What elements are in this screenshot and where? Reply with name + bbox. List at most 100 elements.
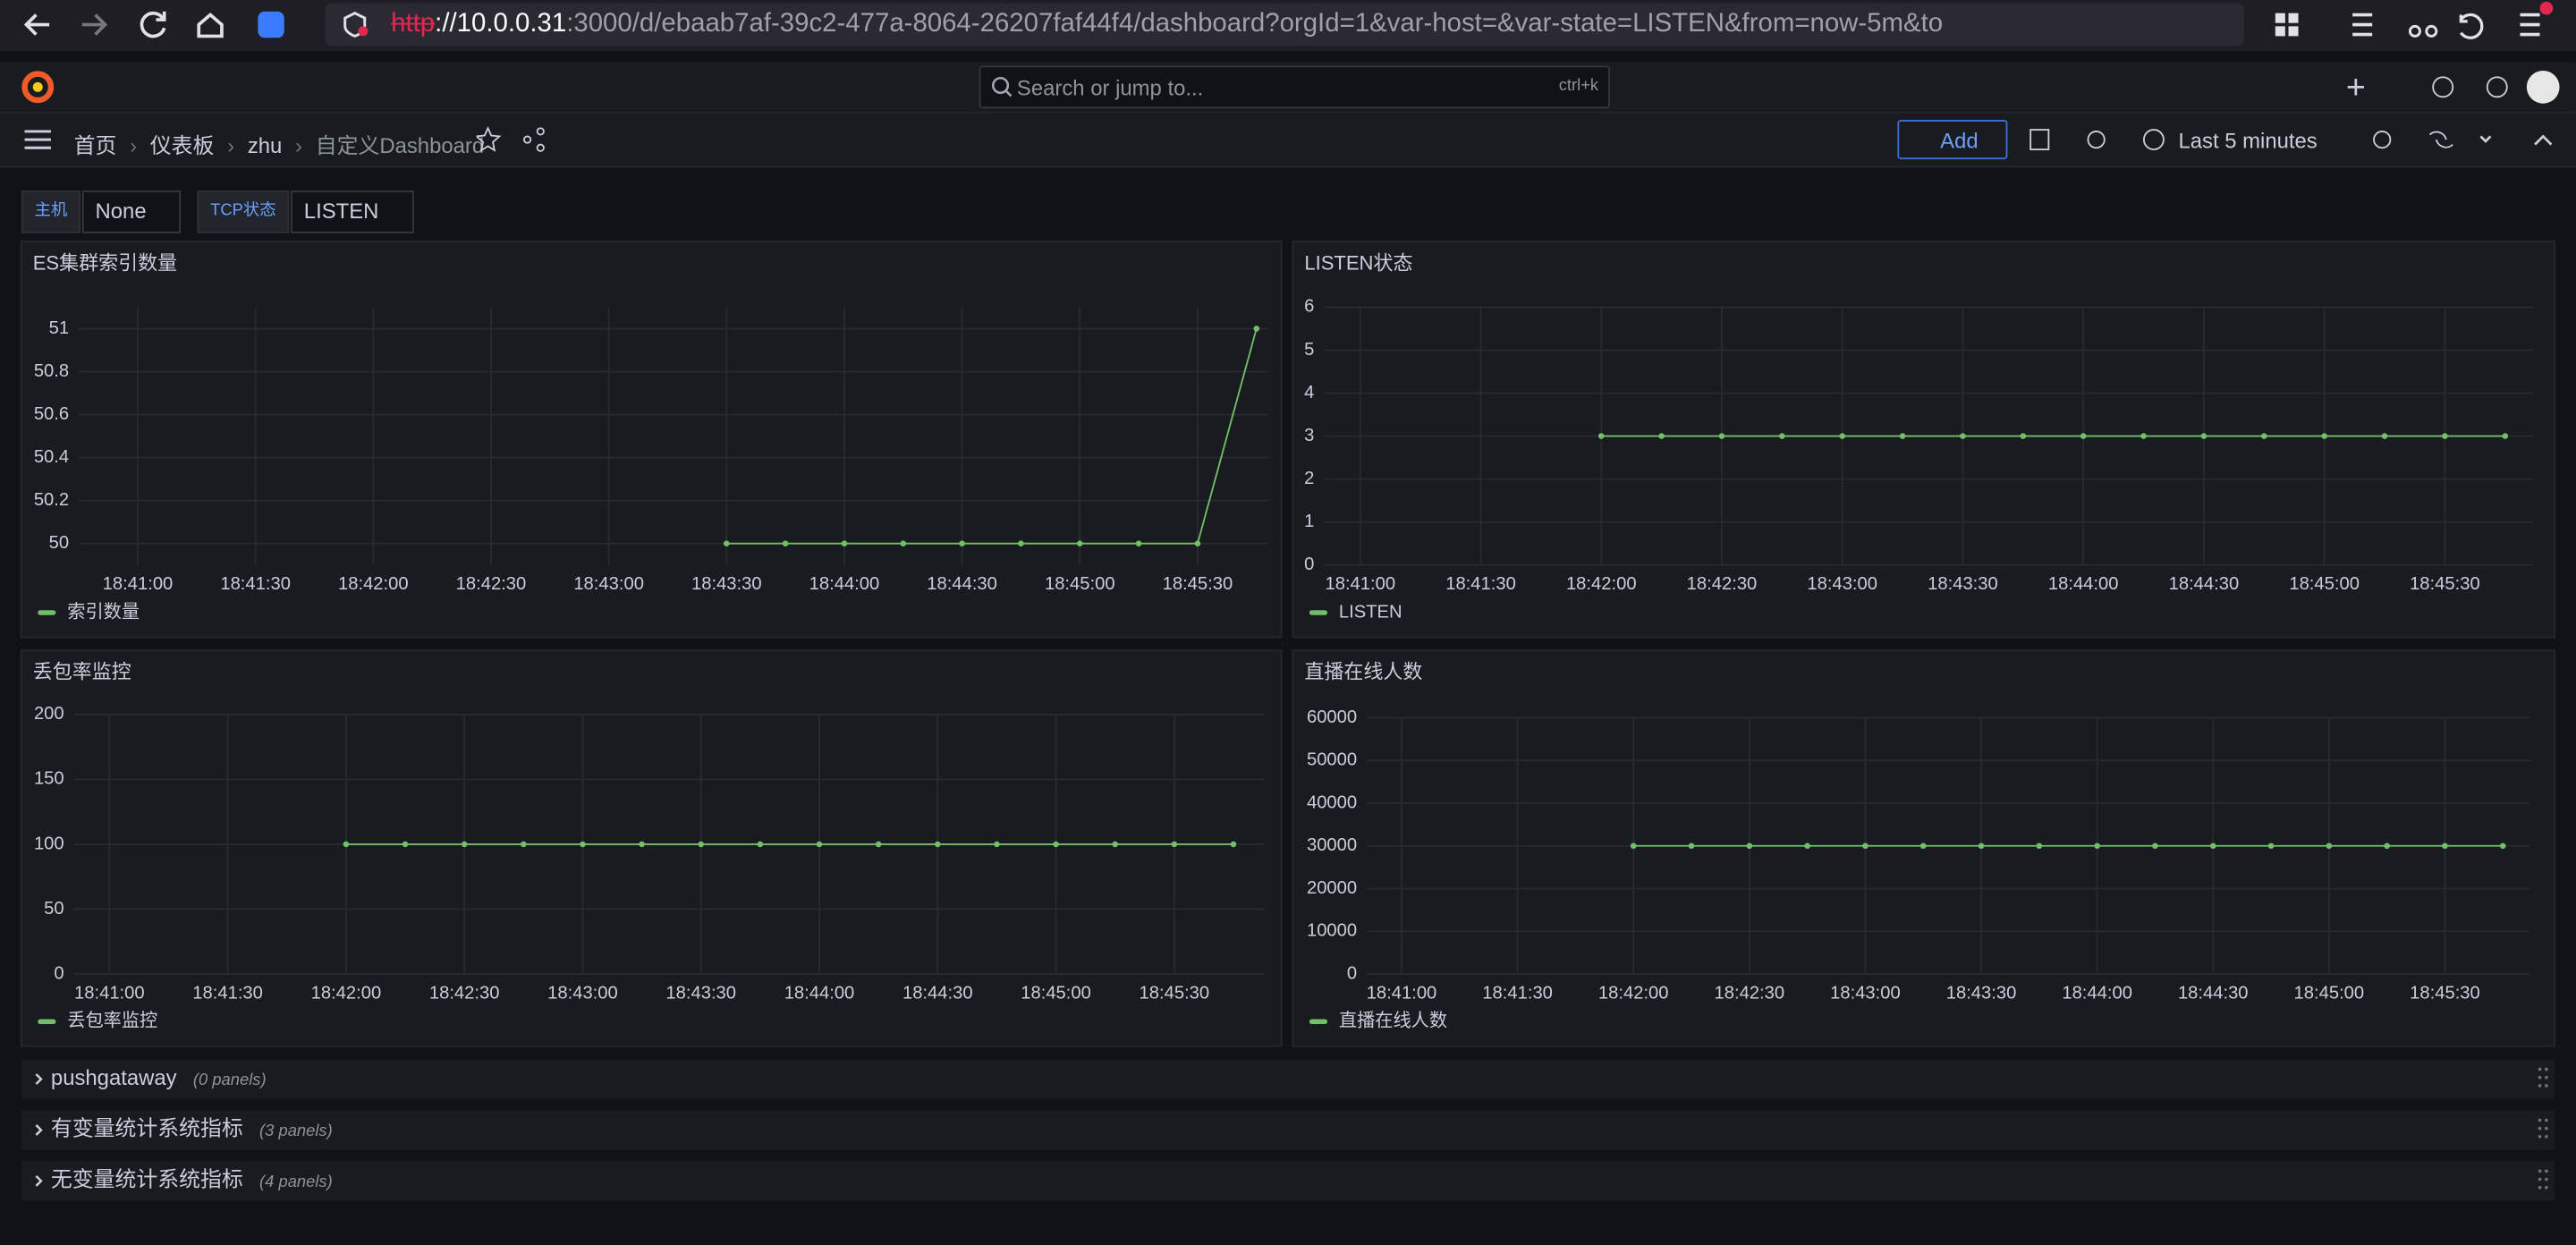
data-point <box>1076 540 1083 547</box>
time-range[interactable]: Last 5 minutes <box>2178 128 2318 153</box>
x-tick-label: 18:43:00 <box>1807 574 1877 594</box>
data-point <box>1053 841 1059 848</box>
y-tick-label: 50000 <box>1307 750 1357 770</box>
row-count: (4 panels) <box>259 1172 333 1190</box>
data-point <box>461 841 468 848</box>
toolbar-icons <box>2029 129 2553 151</box>
breadcrumb[interactable]: 仪表板 <box>149 132 215 158</box>
dashboard-row[interactable]: 无变量统计系统指标 (4 panels) <box>21 1161 2555 1201</box>
y-tick-label: 10000 <box>1307 921 1357 941</box>
y-tick-label: 30000 <box>1307 835 1357 855</box>
x-tick-label: 18:45:30 <box>2410 983 2480 1003</box>
data-point <box>2080 433 2087 439</box>
legend-swatch <box>1309 1019 1328 1024</box>
data-point <box>1112 841 1119 848</box>
y-tick-label: 6 <box>1304 297 1314 317</box>
data-point <box>1658 433 1665 439</box>
row-title: 无变量统计系统指标 <box>51 1168 243 1192</box>
drag-handle-dot <box>2545 1084 2548 1088</box>
reload-button[interactable] <box>140 11 166 38</box>
breadcrumb[interactable]: 首页 <box>73 132 117 158</box>
data-point <box>2036 843 2043 850</box>
row-chevron <box>35 1073 43 1085</box>
grafana-logo[interactable] <box>20 69 55 105</box>
search-box[interactable]: Search or jump to... ctrl+k <box>979 65 1610 109</box>
y-tick-label: 50 <box>49 533 69 553</box>
drag-handle-dot <box>2545 1126 2548 1131</box>
back-button[interactable] <box>23 13 50 36</box>
x-tick-label: 18:41:00 <box>1367 983 1437 1003</box>
panel-bg <box>20 649 1283 1047</box>
x-tick-label: 18:45:30 <box>1163 574 1233 594</box>
data-point <box>2442 843 2448 850</box>
security-icon <box>343 12 369 38</box>
row-chevron <box>35 1174 43 1187</box>
panel: LISTEN状态 0 1 2 3 4 5 6 18:41:00 18:41:30 18:42:00 1… <box>1292 241 2555 639</box>
breadcrumb[interactable]: zhu <box>247 132 283 158</box>
legend-label: 直播在线人数 <box>1339 1011 1447 1031</box>
ai-icon[interactable] <box>258 11 284 38</box>
row-count: (3 panels) <box>259 1121 333 1139</box>
legend-label: 索引数量 <box>67 601 140 622</box>
breadcrumbs: 首页 › 仪表板 › zhu › 自定义Dashboard <box>73 132 485 158</box>
drag-handle-dot <box>2538 1134 2542 1139</box>
x-tick-label: 18:42:00 <box>338 574 409 594</box>
drag-handle-dot <box>2538 1177 2542 1181</box>
add-button[interactable]: Add <box>1897 120 2008 160</box>
url-bar[interactable]: http://10.0.0.31:3000/d/ebaab7af-39c2-47… <box>325 3 2244 47</box>
data-point <box>2094 843 2100 850</box>
data-point <box>343 841 350 848</box>
x-tick-label: 18:43:30 <box>665 983 736 1003</box>
x-tick-label: 18:43:30 <box>691 574 762 594</box>
y-tick-label: 1 <box>1304 512 1314 531</box>
home-button[interactable] <box>197 13 224 38</box>
x-tick-label: 18:41:30 <box>1445 574 1516 594</box>
drag-handle-dot <box>2545 1185 2548 1190</box>
data-point <box>1960 433 1966 439</box>
nav-icons <box>23 11 284 38</box>
data-point <box>698 841 705 848</box>
data-point <box>402 841 409 848</box>
y-tick-label: 51 <box>49 318 69 338</box>
x-tick-label: 18:45:00 <box>2289 574 2360 594</box>
menu-button[interactable] <box>23 128 53 151</box>
forward-button[interactable] <box>81 13 108 36</box>
variable-value[interactable]: LISTEN <box>291 191 413 233</box>
browser-toolbar: http://10.0.0.31:3000/d/ebaab7af-39c2-47… <box>0 0 2576 51</box>
legend-label: 丢包率监控 <box>67 1011 157 1031</box>
variable-value[interactable]: None <box>81 191 182 233</box>
data-point <box>1804 843 1810 850</box>
y-tick-label: 50 <box>44 899 64 919</box>
legend-swatch <box>1309 610 1328 615</box>
drag-handle-dot <box>2545 1067 2548 1071</box>
x-tick-label: 18:44:30 <box>2169 574 2240 594</box>
x-tick-label: 18:41:00 <box>74 983 145 1003</box>
data-point <box>994 841 1000 848</box>
data-point <box>875 841 882 848</box>
data-point <box>1688 843 1695 850</box>
drag-handle-dot <box>2538 1067 2542 1071</box>
browser-actions <box>2275 1 2554 39</box>
data-point <box>2152 843 2158 850</box>
x-tick-label: 18:43:30 <box>1946 983 2017 1003</box>
x-tick-label: 18:43:30 <box>1928 574 1998 594</box>
x-tick-label: 18:44:30 <box>2178 983 2249 1003</box>
variable-label: 主机 <box>21 191 80 233</box>
x-tick-label: 18:43:00 <box>547 983 618 1003</box>
star-share[interactable] <box>476 126 552 152</box>
drag-handle-dot <box>2545 1169 2548 1173</box>
dashboard-row[interactable]: pushgataway (0 panels) <box>21 1059 2555 1099</box>
row-title: pushgataway <box>51 1066 177 1090</box>
data-point <box>1194 540 1201 547</box>
x-tick-label: 18:42:30 <box>429 983 500 1003</box>
drag-handle-dot <box>2538 1075 2542 1080</box>
dashboard-row[interactable]: 有变量统计系统指标 (3 panels) <box>21 1110 2555 1150</box>
data-point <box>2260 433 2267 439</box>
x-tick-label: 18:45:30 <box>1140 983 1210 1003</box>
data-point <box>639 841 645 848</box>
data-point <box>1171 841 1178 848</box>
data-point <box>2381 433 2388 439</box>
x-tick-label: 18:45:00 <box>1045 574 1115 594</box>
data-point <box>900 540 907 547</box>
